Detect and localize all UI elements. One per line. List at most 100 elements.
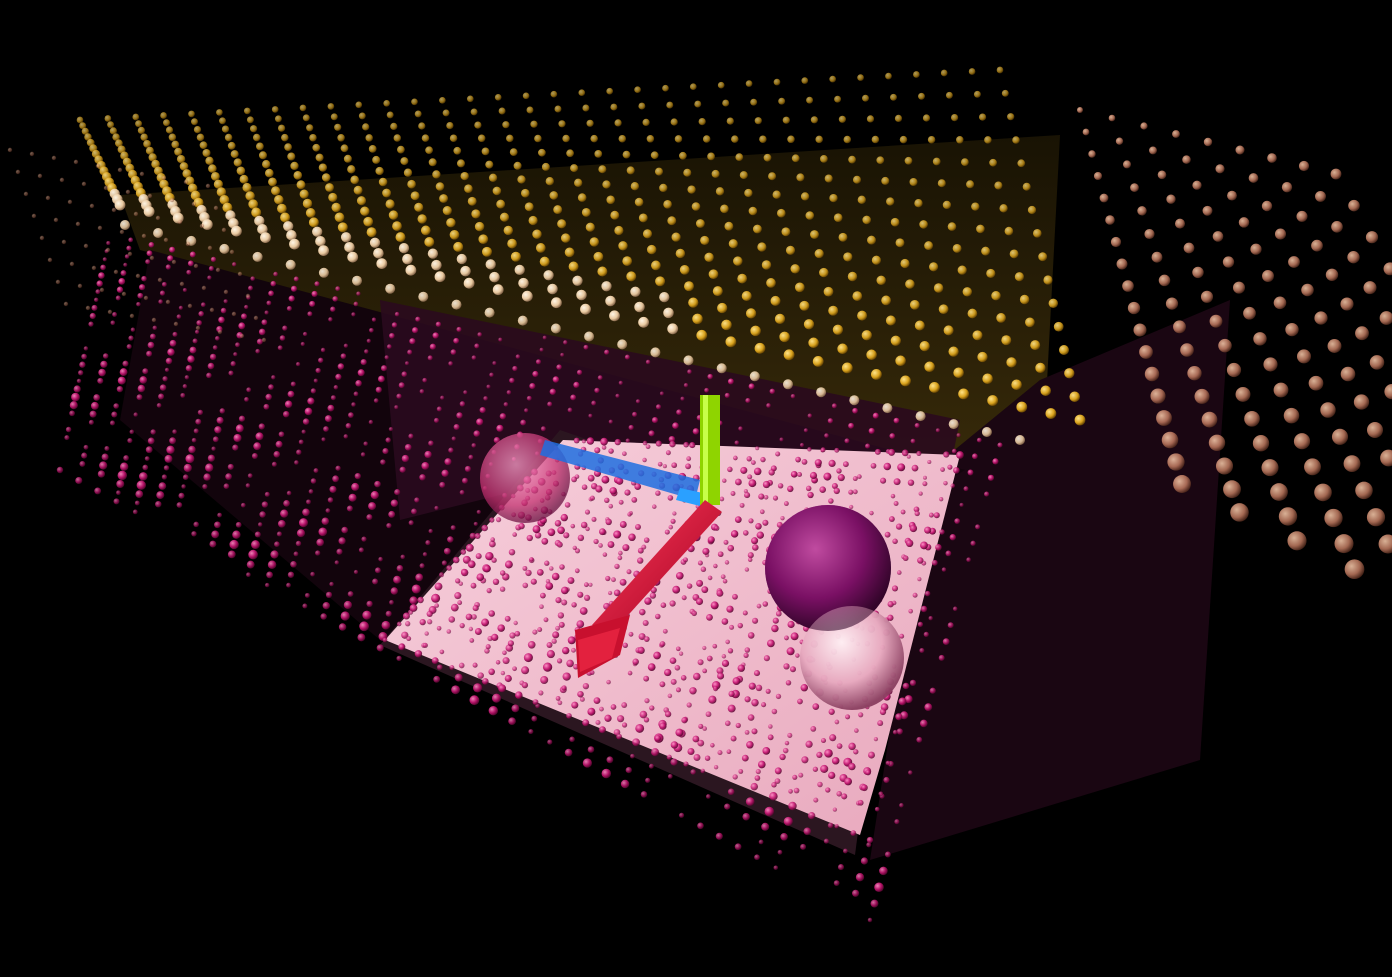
wall-particle (970, 540, 976, 546)
ceiling-particle (976, 224, 985, 234)
wall-particle (992, 458, 999, 465)
ceiling-particle (449, 134, 458, 142)
wall-particle (286, 305, 292, 312)
right-edge-particle (1122, 280, 1134, 292)
ceiling-particle (739, 171, 748, 180)
floor-particle (512, 666, 517, 672)
left-edge-particle (193, 263, 199, 269)
wall-particle (667, 693, 673, 699)
floor-particle (622, 722, 628, 728)
floor-particle (697, 560, 703, 566)
left-edge-particle (117, 167, 123, 173)
wall-particle (884, 531, 891, 538)
floor-particle (723, 539, 729, 545)
ceiling-particle (801, 77, 809, 84)
wall-particle (459, 489, 465, 495)
wall-particle (557, 700, 563, 706)
wall-particle (132, 509, 138, 515)
wall-particle (393, 575, 402, 584)
ceiling-particle (707, 152, 715, 161)
wall-particle (471, 614, 477, 620)
right-edge-particle (1156, 410, 1172, 426)
wall-particle (730, 530, 739, 538)
floor-particle (469, 638, 475, 643)
wall-particle (620, 779, 630, 789)
wall-particle (601, 768, 612, 779)
wall-particle (422, 377, 428, 383)
ceiling-particle (382, 188, 392, 198)
floor-particle (587, 707, 596, 716)
floor-particle (812, 703, 820, 710)
ceiling-particle (922, 114, 931, 122)
wall-particle (832, 807, 838, 812)
wall-particle (924, 703, 933, 711)
wall-particle (873, 736, 879, 742)
wall-particle (783, 816, 793, 826)
wall-particle (335, 465, 341, 471)
left-edge-particle (119, 229, 125, 235)
ceiling-particle (800, 192, 810, 201)
wall-particle (411, 584, 421, 594)
floor-particle (446, 565, 452, 571)
ceiling-particle (179, 162, 189, 171)
ceiling-particle (233, 158, 242, 167)
ceiling-particle (538, 148, 546, 157)
wall-particle (783, 501, 789, 507)
right-edge-particle (1261, 200, 1273, 212)
floor-particle (439, 649, 445, 655)
wall-particle (747, 552, 754, 559)
wall-particle (744, 647, 751, 653)
wall-particle (79, 361, 86, 368)
floor-particle (460, 549, 467, 555)
wall-particle (560, 513, 568, 522)
wall-particle (597, 375, 603, 381)
wall-particle (779, 437, 784, 442)
wall-particle (270, 280, 277, 287)
ceiling-particle (286, 229, 297, 241)
wall-particle (264, 310, 269, 315)
ceiling-particle (258, 151, 268, 160)
ceiling-particle (343, 154, 352, 163)
left-edge-particle (121, 291, 127, 297)
ceiling-particle (312, 226, 323, 237)
floor-particle (526, 534, 533, 542)
ceiling-particle (783, 349, 795, 361)
right-edge-particle (1331, 428, 1349, 445)
green-bar-highlight (703, 395, 708, 505)
ceiling-particle (947, 222, 957, 231)
wall-particle (310, 571, 315, 577)
ceiling-particle (414, 110, 422, 118)
ceiling-particle (165, 126, 174, 134)
ceiling-particle (689, 83, 697, 91)
wall-particle (415, 316, 421, 322)
ceiling-particle (828, 305, 839, 316)
wall-particle (372, 578, 379, 585)
wall-particle (389, 332, 395, 339)
wall-particle (374, 567, 381, 574)
floor-particle (762, 480, 771, 489)
wall-particle (724, 560, 730, 565)
wall-particle (363, 441, 368, 446)
wall-particle (235, 342, 240, 348)
ceiling-particle (216, 187, 227, 197)
wall-particle (869, 510, 874, 516)
wall-particle (259, 511, 266, 518)
wall-particle (884, 851, 891, 858)
wall-particle (439, 481, 446, 488)
ceiling-particle (549, 191, 559, 200)
wall-particle (606, 679, 611, 685)
wall-particle (755, 684, 763, 692)
ceiling-particle (526, 106, 534, 114)
floor-particle (737, 622, 744, 629)
floor-particle (491, 557, 497, 563)
left-edge-particle (37, 173, 43, 179)
wall-particle (870, 899, 879, 908)
floor-particle (562, 646, 570, 655)
wall-particle (310, 388, 317, 394)
ceiling-particle (499, 212, 510, 222)
wall-particle (126, 245, 132, 251)
left-edge-particle (85, 305, 91, 311)
wall-particle (408, 520, 414, 526)
wall-particle (829, 734, 837, 742)
wall-particle (113, 403, 120, 409)
